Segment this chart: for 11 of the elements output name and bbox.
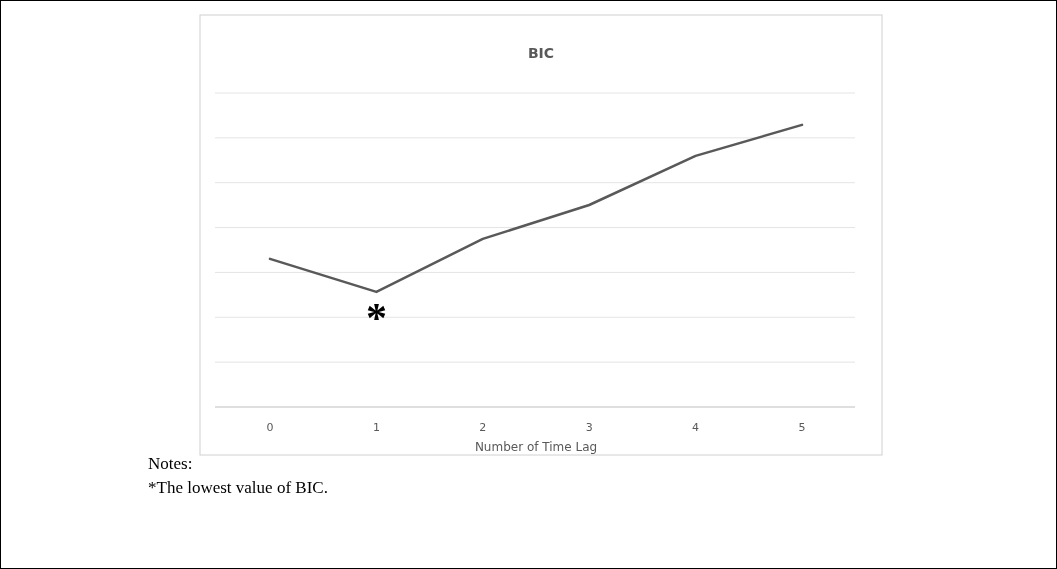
x-tick-label: 0 xyxy=(266,421,274,434)
x-tick-label: 3 xyxy=(585,421,593,434)
chart-title: BIC xyxy=(527,45,555,61)
x-axis-title: Number of Time Lag xyxy=(474,440,598,454)
annotation: * xyxy=(365,294,387,341)
x-tick-label: 1 xyxy=(372,421,380,434)
text: *The lowest value of BIC. xyxy=(148,478,328,497)
x-tick-label: 4 xyxy=(692,421,700,434)
x-tick-label: 2 xyxy=(479,421,487,434)
x-tick-label: 5 xyxy=(798,421,806,434)
text: Notes: xyxy=(148,454,193,473)
